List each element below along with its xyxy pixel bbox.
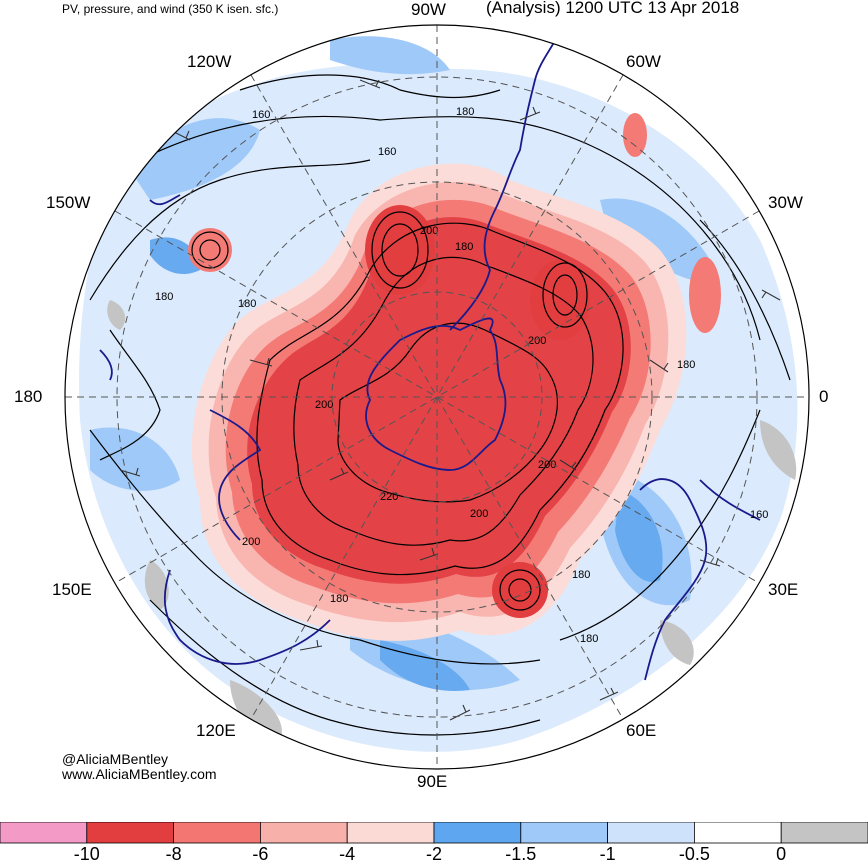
colorbar-swatch: [780, 822, 868, 844]
lon-label-60e: 60E: [626, 721, 657, 740]
lon-label-150w: 150W: [46, 193, 91, 212]
map-title: (Analysis) 1200 UTC 13 Apr 2018: [486, 0, 740, 17]
map-subtitle: PV, pressure, and wind (350 K isen. sfc.…: [62, 2, 279, 16]
pressure-contours: [89, 74, 791, 736]
contour-label: 220: [380, 491, 398, 503]
colorbar-tick-label: -1.5: [505, 844, 537, 864]
contour-label: 200: [528, 335, 546, 347]
wind-barbs: [119, 79, 781, 721]
colorbar-swatch: [694, 822, 782, 844]
credit-site: www.AliciaMBentley.com: [62, 766, 217, 782]
contour-label: 180: [330, 593, 348, 605]
map-border: [64, 24, 810, 770]
colorbar-tick-label: 0: [776, 844, 787, 864]
contour-label: 160: [750, 509, 768, 521]
lon-label-120w: 120W: [187, 52, 232, 71]
colorbar-tick-label: -8: [165, 844, 182, 864]
lon-label-150e: 150E: [52, 580, 92, 599]
contour-label: 200: [242, 536, 260, 548]
contour-label: 180: [580, 633, 598, 645]
colorbar-tick-label: -2: [425, 844, 443, 864]
lon-label-90e: 90E: [417, 772, 448, 791]
lon-label-30w: 30W: [768, 193, 803, 212]
colorbar-swatch: [86, 822, 175, 844]
colorbar: [0, 822, 868, 844]
colorbar-swatch: [607, 822, 695, 844]
contour-labels: 160 180 160 180 180 200 200 200 180 200 …: [155, 106, 768, 645]
contour-label: 200: [470, 508, 488, 520]
contour-label: 200: [315, 399, 333, 411]
lon-label-30e: 30E: [768, 580, 799, 599]
contour-label: 180: [572, 569, 590, 581]
contour-label: 180: [155, 291, 173, 303]
contour-label: 180: [238, 298, 256, 310]
colorbar-swatch: [346, 822, 435, 844]
lon-label-180: 180: [14, 387, 43, 406]
contour-label: 200: [420, 225, 438, 237]
colorbar-swatch: [433, 822, 522, 844]
lon-label-120e: 120E: [196, 721, 236, 740]
lon-label-90w: 90W: [411, 0, 446, 19]
lon-label-60w: 60W: [626, 52, 661, 71]
contour-label: 160: [378, 146, 396, 158]
colorbar-tick-label: -0.5: [678, 844, 710, 864]
colorbar-tick-label: -6: [252, 844, 269, 864]
credit-handle: @AliciaMBentley: [62, 751, 169, 767]
colorbar-tick-label: -1: [599, 844, 616, 864]
contour-label: 200: [538, 459, 556, 471]
contour-label: 160: [252, 109, 270, 121]
colorbar-swatch: [259, 822, 348, 844]
colorbar-swatch: [520, 822, 608, 844]
coastlines: [99, 29, 761, 681]
graticule: [65, 25, 809, 769]
contour-label: 180: [455, 241, 473, 253]
colorbar-swatch: [0, 822, 88, 844]
colorbar-swatch: [173, 822, 261, 844]
lon-label-0: 0: [819, 387, 829, 406]
contour-label: 180: [677, 359, 695, 371]
colorbar-tick-label: -10: [73, 844, 100, 864]
contour-label: 180: [456, 106, 474, 118]
colorbar-tick-label: -4: [339, 844, 356, 864]
